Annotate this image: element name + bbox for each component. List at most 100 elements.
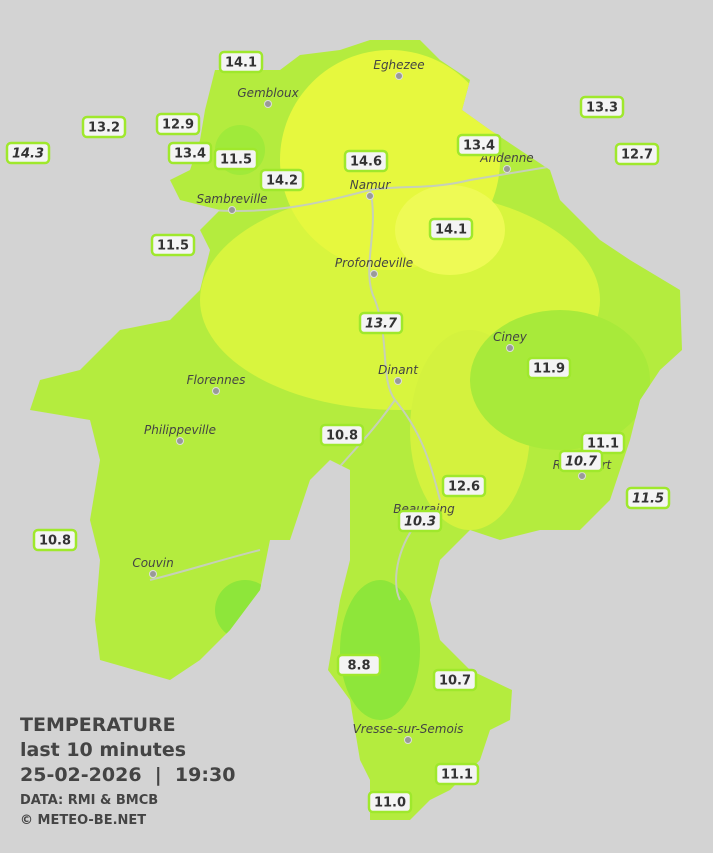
station-value: 10.3	[404, 515, 436, 530]
station-value: 13.7	[365, 317, 398, 332]
station-box	[456, 133, 502, 157]
station-box	[336, 653, 382, 677]
town-name: Sambreville	[196, 192, 267, 206]
station-label: 10.8	[32, 528, 78, 552]
station-label: 14.1	[428, 217, 474, 241]
town-name: Eghezee	[373, 58, 424, 72]
station-label: 12.6	[441, 474, 487, 498]
station-label: 12.9	[155, 112, 201, 136]
station-box	[367, 790, 413, 814]
town-name: Couvin	[132, 556, 173, 570]
station-value: 11.1	[441, 768, 473, 783]
station-value: 8.8	[347, 659, 370, 674]
credit: © METEO-BE.NET	[20, 813, 146, 828]
station-label: 11.1	[580, 431, 626, 455]
station-value: 11.5	[632, 492, 664, 507]
station-box	[428, 217, 474, 241]
station-label: 11.9	[526, 356, 572, 380]
station-box	[432, 668, 478, 692]
town-name: Ciney	[493, 330, 528, 344]
station-box	[579, 95, 625, 119]
station-box	[358, 311, 404, 335]
station-label: 11.0	[367, 790, 413, 814]
station-label: 14.1	[218, 50, 264, 74]
town-dot	[404, 736, 412, 744]
station-value: 11.0	[374, 796, 406, 811]
station-label: 12.7	[614, 142, 660, 166]
station-label: 11.1	[434, 762, 480, 786]
station-label: 13.4	[167, 141, 213, 165]
town-name: Profondeville	[335, 256, 413, 270]
station-box	[558, 449, 604, 473]
title: TEMPERATURE	[20, 714, 176, 736]
station-value: 11.5	[220, 153, 252, 168]
station-label: 14.6	[343, 149, 389, 173]
station-value: 10.8	[39, 534, 71, 549]
station-label: 10.8	[319, 423, 365, 447]
station-label: 11.5	[625, 486, 671, 510]
station-value: 12.9	[162, 118, 194, 133]
station-box	[343, 149, 389, 173]
town-dot	[228, 206, 236, 214]
town-name: Vresse-sur-Semois	[353, 722, 464, 736]
station-box	[213, 147, 259, 171]
station-box	[81, 115, 127, 139]
source: DATA: RMI & BMCB	[20, 793, 158, 808]
town-dot	[394, 377, 402, 385]
station-box	[526, 356, 572, 380]
station-label: 8.8	[336, 653, 382, 677]
station-box	[319, 423, 365, 447]
station-box	[5, 141, 51, 165]
station-box	[441, 474, 487, 498]
station-label: 14.2	[259, 168, 305, 192]
town-name: Florennes	[187, 373, 246, 387]
station-label: 11.5	[213, 147, 259, 171]
town-dot	[503, 165, 511, 173]
town-dot	[176, 437, 184, 445]
station-box	[614, 142, 660, 166]
station-box	[580, 431, 626, 455]
station-box	[218, 50, 264, 74]
station-box	[434, 762, 480, 786]
station-value: 14.2	[266, 174, 298, 189]
station-value: 12.7	[621, 148, 653, 163]
station-label: 13.4	[456, 133, 502, 157]
station-value: 13.4	[174, 147, 206, 162]
station-value: 10.7	[565, 455, 598, 470]
station-label: 13.7	[358, 311, 404, 335]
town-name: Dinant	[378, 363, 419, 377]
station-box	[259, 168, 305, 192]
station-label: 13.2	[81, 115, 127, 139]
station-label: 10.7	[432, 668, 478, 692]
town-dot	[366, 192, 374, 200]
station-value: 10.8	[326, 429, 358, 444]
station-box	[625, 486, 671, 510]
station-value: 13.2	[88, 121, 120, 136]
station-value: 14.1	[225, 56, 257, 71]
station-box	[155, 112, 201, 136]
station-label: 13.3	[579, 95, 625, 119]
town-dot	[264, 100, 272, 108]
station-value: 14.1	[435, 223, 467, 238]
town-name: Gembloux	[237, 86, 299, 100]
station-value: 13.3	[586, 101, 618, 116]
station-value: 14.6	[350, 155, 382, 170]
town-dot	[506, 344, 514, 352]
station-value: 12.6	[448, 480, 480, 495]
town-name: Namur	[350, 178, 392, 192]
station-label: 10.7	[558, 449, 604, 473]
station-box	[397, 509, 443, 533]
town-dot	[370, 270, 378, 278]
station-value: 13.4	[463, 139, 495, 154]
town-dot	[578, 472, 586, 480]
station-box	[32, 528, 78, 552]
station-label: 11.5	[150, 233, 196, 257]
station-value: 10.7	[439, 674, 471, 689]
station-box	[150, 233, 196, 257]
town-name: Philippeville	[144, 423, 216, 437]
station-label: 10.3	[397, 509, 443, 533]
town-dot	[212, 387, 220, 395]
subtitle: last 10 minutes	[20, 739, 186, 761]
station-label: 14.3	[5, 141, 51, 165]
